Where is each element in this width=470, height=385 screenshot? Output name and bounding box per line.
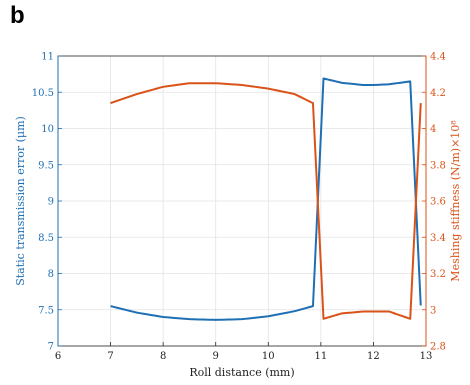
y-left-tick-label: 10 bbox=[41, 124, 54, 135]
tick-labels: 6 7 8 9 10 11 12 1377.588.599.51010.5112.833.23… bbox=[32, 52, 446, 363]
y-right-tick-label: 3.4 bbox=[430, 233, 446, 244]
series-line-meshing-stiffness bbox=[110, 82, 422, 320]
y-left-tick-label: 8.5 bbox=[38, 233, 54, 244]
x-tick-label: 8 bbox=[160, 351, 166, 362]
y-left-tick-label: 11 bbox=[41, 52, 54, 63]
y-right-tick-label: 3.8 bbox=[430, 160, 446, 171]
y-right-tick-label: 4.4 bbox=[430, 52, 446, 63]
y-axis-right-label: Meshing stiffness (N/m)×10⁸ bbox=[449, 120, 462, 282]
x-tick-label: 12 bbox=[367, 351, 380, 362]
y-right-tick-label: 3.2 bbox=[430, 269, 446, 280]
x-tick-label: 13 bbox=[420, 351, 433, 362]
y-left-tick-label: 7 bbox=[48, 342, 54, 353]
x-tick-label: 10 bbox=[262, 351, 275, 362]
y-right-tick-label: 4 bbox=[430, 124, 436, 135]
y-left-tick-label: 9 bbox=[48, 197, 54, 208]
grid-lines bbox=[57, 55, 427, 347]
y-left-tick-label: 7.5 bbox=[38, 305, 54, 316]
y-right-tick-label: 4.2 bbox=[430, 88, 446, 99]
series-line-transmission-error bbox=[110, 77, 422, 321]
x-tick-label: 11 bbox=[314, 351, 327, 362]
y-right-tick-label: 2.8 bbox=[430, 342, 446, 353]
y-right-tick-label: 3.6 bbox=[430, 197, 446, 208]
y-right-tick-label: 3 bbox=[430, 305, 436, 316]
x-tick-label: 6 bbox=[55, 351, 61, 362]
y-left-tick-label: 8 bbox=[48, 269, 54, 280]
x-tick-label: 7 bbox=[107, 351, 113, 362]
y-axis-left-label: Static transmission error (μm) bbox=[14, 116, 27, 286]
y-left-tick-label: 10.5 bbox=[32, 88, 54, 99]
tick-marks bbox=[57, 55, 427, 347]
x-axis-label: Roll distance (mm) bbox=[189, 366, 294, 379]
y-left-tick-label: 9.5 bbox=[38, 160, 54, 171]
series-lines bbox=[110, 77, 422, 321]
panel-label: b bbox=[10, 2, 25, 29]
x-tick-label: 9 bbox=[213, 351, 219, 362]
